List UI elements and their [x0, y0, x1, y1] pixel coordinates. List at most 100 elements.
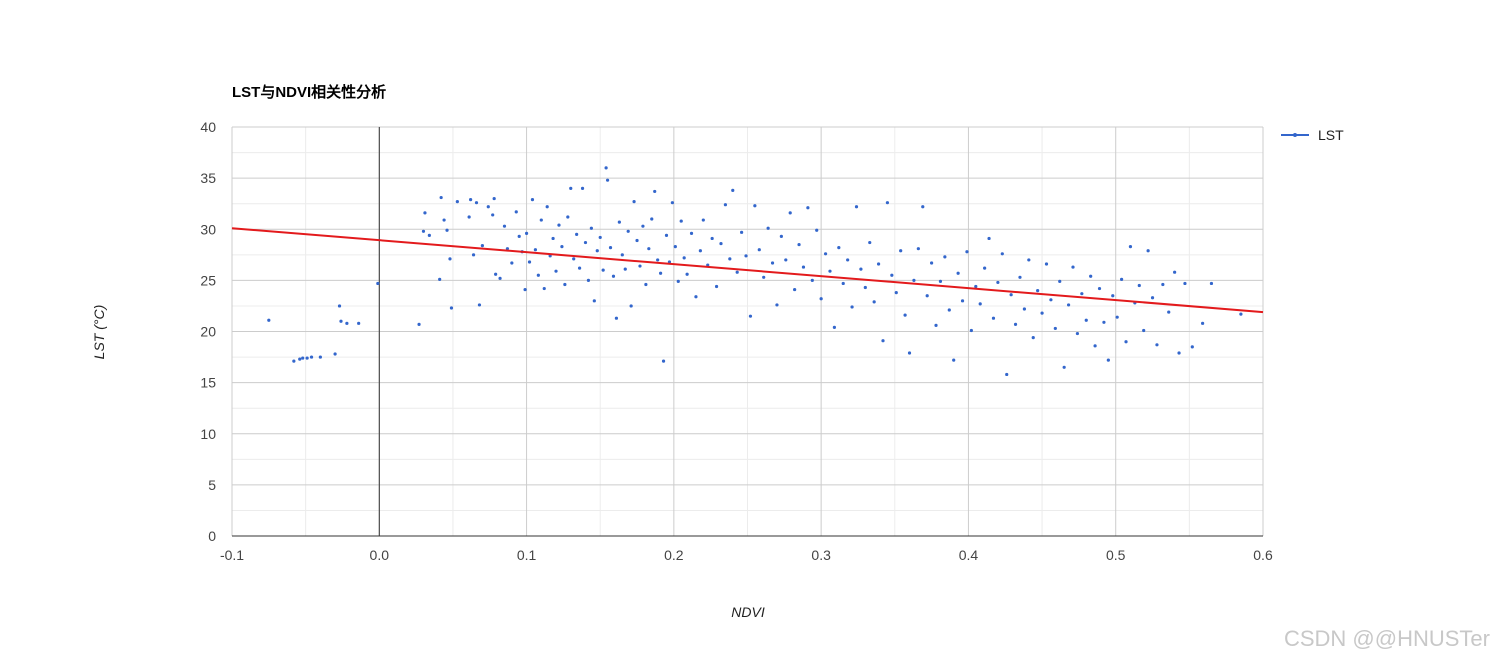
data-point: [735, 270, 739, 274]
data-point: [305, 356, 309, 360]
data-point: [956, 271, 960, 275]
data-point: [753, 204, 757, 208]
data-point: [965, 250, 969, 254]
data-point: [698, 249, 702, 253]
data-point: [872, 300, 876, 304]
y-tick-label: 25: [200, 272, 216, 288]
data-point: [728, 257, 732, 261]
data-point: [1146, 249, 1150, 253]
data-point: [710, 236, 714, 241]
data-point: [930, 261, 934, 265]
data-point: [1102, 320, 1106, 324]
data-point: [1161, 282, 1165, 287]
data-point: [1009, 293, 1013, 297]
data-point: [292, 359, 296, 363]
data-point: [1031, 336, 1035, 340]
data-point: [614, 316, 619, 320]
data-point: [978, 302, 982, 306]
trendline: [231, 227, 1264, 314]
data-point: [417, 322, 421, 326]
data-point: [974, 284, 978, 289]
data-point: [899, 249, 903, 253]
data-point: [1137, 283, 1141, 288]
data-point: [723, 203, 728, 207]
data-point: [448, 257, 452, 261]
data-point: [442, 218, 446, 222]
data-point: [580, 186, 585, 190]
data-point: [530, 197, 535, 202]
data-point: [563, 282, 567, 287]
data-point: [841, 281, 845, 286]
data-point: [885, 201, 890, 205]
trendline-line: [231, 227, 1264, 314]
data-point: [1036, 289, 1040, 293]
data-point: [770, 261, 775, 265]
data-point: [947, 308, 951, 312]
watermark: CSDN @@HNUSTer: [1284, 626, 1490, 651]
data-point: [301, 356, 305, 360]
data-point: [477, 303, 482, 307]
data-point: [801, 265, 806, 269]
data-point: [1075, 331, 1080, 336]
data-point: [890, 273, 894, 277]
data-point: [595, 249, 599, 253]
data-point: [572, 257, 576, 261]
data-point: [797, 242, 801, 247]
x-tick-label: 0.1: [517, 547, 537, 563]
data-point: [554, 269, 558, 273]
data-point: [517, 234, 521, 239]
data-point: [701, 218, 705, 222]
data-point: [837, 246, 841, 250]
data-point: [629, 304, 633, 308]
data-point: [449, 306, 454, 310]
data-point: [494, 272, 498, 276]
data-point: [641, 224, 645, 228]
axes: [232, 127, 1263, 537]
data-point: [586, 278, 591, 282]
data-point: [850, 305, 854, 309]
data-point: [744, 254, 748, 258]
data-point: [1106, 358, 1110, 362]
data-point: [423, 211, 427, 215]
data-point: [1049, 298, 1053, 302]
data-point: [1080, 292, 1084, 296]
data-point: [656, 258, 660, 262]
x-tick-label: 0.4: [959, 547, 979, 563]
data-point: [333, 352, 337, 356]
data-point: [983, 266, 987, 270]
data-point: [445, 228, 449, 232]
data-point: [345, 321, 349, 325]
x-tick-labels: -0.1 0.0 0.1 0.2 0.3 0.4 0.5 0.6: [220, 547, 1273, 563]
data-point: [492, 196, 496, 201]
data-point: [819, 297, 823, 301]
data-point: [938, 279, 943, 283]
data-point: [566, 215, 570, 219]
data-point: [1115, 315, 1119, 319]
legend[interactable]: LST: [1281, 127, 1344, 143]
data-point: [863, 285, 867, 290]
data-point: [987, 236, 991, 241]
x-tick-label: -0.1: [220, 547, 244, 563]
data-point: [731, 188, 735, 192]
y-tick-label: 0: [208, 528, 216, 544]
x-tick-label: 0.3: [811, 547, 831, 563]
data-point: [943, 255, 947, 259]
data-point: [480, 244, 484, 248]
data-point: [894, 291, 898, 295]
data-point: [1142, 328, 1146, 333]
data-point: [912, 278, 916, 282]
data-point: [903, 313, 907, 317]
data-point: [471, 253, 476, 257]
data-point: [267, 318, 271, 322]
data-point: [617, 220, 621, 224]
data-point: [1084, 318, 1088, 322]
legend-point-swatch: [1293, 133, 1297, 137]
data-point: [337, 304, 342, 308]
y-tick-labels: 0 5 10 15 20 25 30 35 40: [200, 119, 216, 544]
data-point: [859, 267, 863, 271]
data-point: [608, 246, 613, 250]
data-point: [996, 280, 1000, 285]
data-point: [635, 238, 639, 243]
data-point: [638, 264, 642, 268]
